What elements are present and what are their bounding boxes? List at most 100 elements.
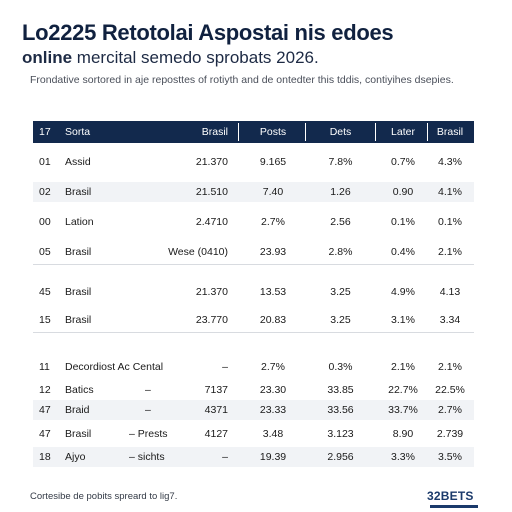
- row-total: –: [222, 361, 228, 373]
- header-divider: [305, 123, 306, 141]
- row-name: Brasil: [65, 428, 92, 440]
- table-row: 12 Batics – 7137 23.30 33.85 22.7% 22.5%: [33, 380, 474, 400]
- footer-note: Cortesibe de pobits spreard to lig7.: [30, 491, 178, 502]
- row-note: –: [145, 384, 151, 396]
- row-index: 45: [39, 286, 51, 298]
- column-header: Sorta: [65, 126, 91, 138]
- row-index: 11: [39, 361, 50, 373]
- table-row: 02 Brasil 21.510 7.40 1.26 0.90 4.1%: [33, 182, 474, 202]
- row-later: 4.9%: [391, 286, 415, 298]
- row-posts: 7.40: [262, 186, 284, 198]
- row-dets: 33.85: [327, 384, 354, 396]
- row-posts: 20.83: [259, 314, 287, 326]
- row-later: 0.90: [392, 186, 414, 198]
- subtitle-bold: online: [22, 48, 73, 67]
- row-total: 21.370: [195, 156, 228, 168]
- row-dets: 3.123: [327, 428, 354, 440]
- table-row: 15 Brasil 23.770 20.83 3.25 3.1% 3.34: [33, 310, 474, 333]
- row-dets: 3.25: [330, 286, 351, 298]
- row-name: Brasil: [65, 314, 92, 326]
- row-index: 47: [39, 404, 51, 416]
- row-index: 01: [39, 156, 51, 168]
- row-total: 21.510: [195, 186, 228, 198]
- subtitle-rest: mercital semedo sprobats 2026.: [76, 48, 319, 67]
- row-brasil: 2.739: [436, 428, 464, 440]
- row-index: 15: [39, 314, 51, 326]
- row-later: 0.4%: [391, 246, 415, 258]
- row-dets: 2.56: [330, 216, 351, 228]
- row-brasil: 2.1%: [438, 246, 462, 258]
- row-index: 12: [39, 384, 51, 396]
- row-index: 47: [39, 428, 51, 440]
- header-divider: [238, 123, 239, 141]
- row-brasil: 4.13: [439, 286, 461, 298]
- row-posts: 23.33: [259, 404, 287, 416]
- row-index: 02: [39, 186, 51, 198]
- row-dets: 1.26: [330, 186, 351, 198]
- table-row: 01 Assid 21.370 9.165 7.8% 0.7% 4.3%: [33, 152, 474, 172]
- column-header: Brasil: [201, 126, 228, 138]
- row-brasil: 4.1%: [438, 186, 462, 198]
- row-later: 0.7%: [391, 156, 415, 168]
- table-row: 47 Braid – 4371 23.33 33.56 33.7% 2.7%: [33, 400, 474, 420]
- row-name: Ajyo: [65, 451, 86, 463]
- row-posts: 3.48: [262, 428, 284, 440]
- row-total: 2.4710: [195, 216, 228, 228]
- row-name: Assid: [65, 156, 91, 168]
- table-row: 11 Decordiost Ac Cental – 2.7% 0.3% 2.1%…: [33, 357, 474, 377]
- row-dets: 3.25: [330, 314, 351, 326]
- page-description: Frondative sortored in aje reposttes of …: [30, 74, 454, 86]
- row-dets: 0.3%: [328, 361, 353, 373]
- row-later: 3.3%: [391, 451, 415, 463]
- row-name: Brasil: [65, 286, 92, 298]
- row-dets: 33.56: [327, 404, 354, 416]
- row-brasil: 4.3%: [438, 156, 462, 168]
- row-posts: 2.7%: [261, 216, 285, 228]
- table-row: 00 Lation 2.4710 2.7% 2.56 0.1% 0.1%: [33, 212, 474, 232]
- row-name: Batics: [65, 384, 94, 396]
- row-brasil: 22.5%: [435, 384, 465, 396]
- row-posts: 13.53: [259, 286, 287, 298]
- row-dets: 2.956: [327, 451, 354, 463]
- column-header: 17: [39, 126, 51, 138]
- row-dets: 2.8%: [328, 246, 353, 258]
- row-later: 33.7%: [388, 404, 418, 416]
- row-posts: 23.93: [259, 246, 287, 258]
- column-header: Dets: [329, 126, 352, 138]
- row-note: –: [145, 404, 151, 416]
- row-posts: 23.30: [259, 384, 287, 396]
- column-header: Brasil: [436, 126, 464, 138]
- row-note: Wese (0410): [168, 246, 228, 258]
- row-total: 23.770: [195, 314, 228, 326]
- table-row: 47 Brasil – Prests 4127 3.48 3.123 8.90 …: [33, 424, 474, 444]
- row-index: 18: [39, 451, 51, 463]
- row-total: 21.370: [195, 286, 228, 298]
- row-brasil: 0.1%: [438, 216, 462, 228]
- row-posts: 2.7%: [261, 361, 285, 373]
- row-name: Lation: [65, 216, 94, 228]
- row-total: 4371: [204, 404, 228, 416]
- row-index: 05: [39, 246, 51, 258]
- page-title: Lo2225 Retotolai Aspostai nis edoes: [22, 20, 394, 45]
- column-header: Later: [391, 126, 415, 138]
- row-name: Brasil: [65, 246, 92, 258]
- row-posts: 19.39: [259, 451, 287, 463]
- row-brasil: 2.7%: [438, 404, 462, 416]
- row-later: 22.7%: [388, 384, 418, 396]
- row-later: 0.1%: [391, 216, 415, 228]
- header-divider: [427, 123, 428, 141]
- page-subtitle: online mercital semedo sprobats 2026.: [22, 48, 492, 68]
- row-later: 3.1%: [391, 314, 415, 326]
- table-row: 18 Ajyo – sichts – 19.39 2.956 3.3% 3.5%: [33, 447, 474, 467]
- row-brasil: 3.5%: [438, 451, 462, 463]
- row-dets: 7.8%: [328, 156, 353, 168]
- row-name: Brasil: [65, 186, 92, 198]
- row-note: – Prests: [129, 428, 168, 440]
- row-name: Braid: [65, 404, 90, 416]
- row-total: –: [222, 451, 228, 463]
- row-brasil: 2.1%: [438, 361, 462, 373]
- row-total: 4127: [204, 428, 228, 440]
- logo-underline: [430, 505, 478, 508]
- row-posts: 9.165: [259, 156, 287, 168]
- brand-logo: 32BETS: [427, 489, 474, 503]
